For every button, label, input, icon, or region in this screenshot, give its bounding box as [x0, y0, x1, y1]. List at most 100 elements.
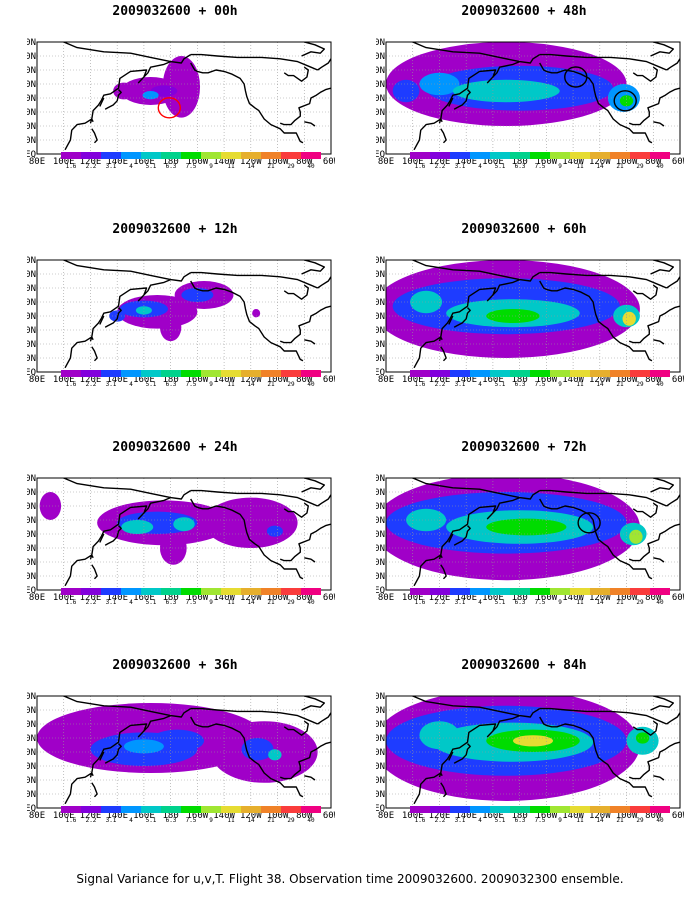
colorbar-label: 3.1: [455, 599, 466, 606]
lon-tick-label: 100W: [616, 157, 638, 167]
lon-tick-label: 60W: [323, 375, 335, 385]
colorbar-label: 40: [656, 381, 664, 388]
lon-tick-label: 140W: [213, 593, 235, 603]
lon-tick-label: 80W: [296, 811, 313, 821]
lon-tick-label: 100E: [402, 157, 424, 167]
lat-tick-label: 80N: [27, 692, 36, 702]
colorbar-swatch: [430, 152, 450, 159]
lat-tick-label: 80N: [27, 474, 36, 484]
colorbar-swatch: [261, 588, 281, 595]
colorbar-swatch: [101, 588, 121, 595]
colorbar-swatch: [630, 806, 650, 813]
map-84h: EQ 10N 20N 30N 40N 50N 60N 70N 80N 80E 100E 120E 140…: [376, 690, 684, 838]
lon-tick-label: 60W: [672, 157, 684, 167]
variance-region: [266, 525, 283, 537]
variance-field: [39, 492, 298, 565]
colorbar-label: 40: [307, 599, 315, 606]
lon-tick-label: 180: [163, 811, 179, 821]
colorbar-swatch: [181, 152, 201, 159]
lat-tick-label: 70N: [376, 706, 385, 716]
lat-tick-label: 10N: [376, 136, 385, 146]
panel-00h: 2009032600 + 00h EQ 10N 20N 30N 40N 50N 60N 70N…: [5, 4, 345, 222]
colorbar-swatch: [510, 370, 530, 377]
variance-region: [121, 520, 154, 534]
colorbar-label: 21: [616, 163, 624, 170]
lon-tick-label: 80W: [645, 593, 662, 603]
colorbar-label: 4: [478, 817, 482, 824]
lon-tick-label: 140E: [106, 157, 128, 167]
colorbar-swatch: [161, 152, 181, 159]
colorbar-swatch: [650, 588, 670, 595]
colorbar-swatch: [510, 588, 530, 595]
colorbar-swatch: [241, 806, 261, 813]
colorbar-swatch: [221, 152, 241, 159]
lat-tick-label: 80N: [27, 38, 36, 48]
colorbar-label: 29: [636, 381, 644, 388]
panel-36h: 2009032600 + 36h EQ 10N 20N 30N 40N 50N 60N 70N…: [5, 658, 345, 876]
colorbar-swatch: [221, 370, 241, 377]
colorbar-swatch: [81, 588, 101, 595]
colorbar-label: 1.6: [415, 381, 426, 388]
lon-tick-label: 100E: [53, 157, 75, 167]
lon-tick-label: 140W: [213, 375, 235, 385]
lat-tick-label: 50N: [27, 80, 36, 90]
panel-60h: 2009032600 + 60h EQ 10N 20N 30N 40N 50N 60N 70N…: [354, 222, 694, 440]
colorbar-swatch: [610, 588, 630, 595]
colorbar-label: 40: [307, 381, 315, 388]
lon-tick-label: 180: [163, 593, 179, 603]
lon-tick-label: 160W: [536, 157, 558, 167]
lat-tick-label: 80N: [376, 692, 385, 702]
lat-tick-label: 10N: [27, 136, 36, 146]
colorbar-label: 29: [287, 599, 295, 606]
variance-region: [486, 518, 567, 536]
lon-tick-label: 180: [512, 375, 528, 385]
lat-tick-label: 40N: [27, 748, 36, 758]
map-svg: EQ 10N 20N 30N 40N 50N 60N 70N 80N 80E 100E 120E 140…: [376, 256, 684, 388]
colorbar-label: 5.1: [495, 817, 506, 824]
colorbar-label: 14: [596, 163, 604, 170]
lat-tick-label: 20N: [376, 340, 385, 350]
lon-tick-label: 80W: [296, 157, 313, 167]
colorbar-swatch: [610, 806, 630, 813]
lat-tick-label: 50N: [376, 298, 385, 308]
lon-tick-label: 180: [163, 375, 179, 385]
colorbar-swatch: [81, 806, 101, 813]
lat-tick-label: 80N: [376, 256, 385, 266]
colorbar-swatch: [450, 152, 470, 159]
variance-field: [386, 478, 647, 581]
colorbar-swatch: [570, 152, 590, 159]
lon-tick-label: 100E: [53, 375, 75, 385]
colorbar-label: 21: [616, 381, 624, 388]
variance-region: [392, 79, 420, 103]
colorbar-swatch: [141, 370, 161, 377]
panel-12h: 2009032600 + 12h EQ 10N 20N 30N 40N 50N 60N 70N…: [5, 222, 345, 440]
lon-tick-label: 140E: [106, 375, 128, 385]
variance-region: [252, 309, 261, 318]
colorbar-swatch: [430, 370, 450, 377]
colorbar-label: 5.1: [146, 381, 157, 388]
colorbar-label: 2.2: [435, 599, 446, 606]
colorbar-label: 1.6: [66, 817, 77, 824]
colorbar-label: 4: [129, 599, 133, 606]
variance-field: [386, 696, 659, 801]
lon-tick-label: 180: [512, 811, 528, 821]
lon-tick-label: 80W: [296, 593, 313, 603]
lon-tick-label: 140W: [562, 375, 584, 385]
lat-tick-label: 20N: [27, 776, 36, 786]
variance-region: [159, 531, 187, 565]
graticule: [386, 260, 680, 372]
lon-tick-label: 160W: [536, 593, 558, 603]
lat-tick-label: 60N: [376, 284, 385, 294]
lon-tick-label: 160E: [482, 157, 504, 167]
panel-72h: 2009032600 + 72h EQ 10N 20N 30N 40N 50N 60N 70N…: [354, 440, 694, 658]
lat-tick-label: 60N: [27, 720, 36, 730]
lat-tick-label: 30N: [27, 326, 36, 336]
panel-title: 2009032600 + 24h: [112, 440, 238, 455]
colorbar-swatch: [530, 588, 550, 595]
panel-title: 2009032600 + 00h: [112, 4, 238, 19]
lat-tick-label: 40N: [27, 94, 36, 104]
graticule: [37, 478, 331, 590]
colorbar-label: 9: [558, 817, 562, 824]
lon-tick-label: 140W: [213, 157, 235, 167]
colorbar-swatch: [450, 806, 470, 813]
